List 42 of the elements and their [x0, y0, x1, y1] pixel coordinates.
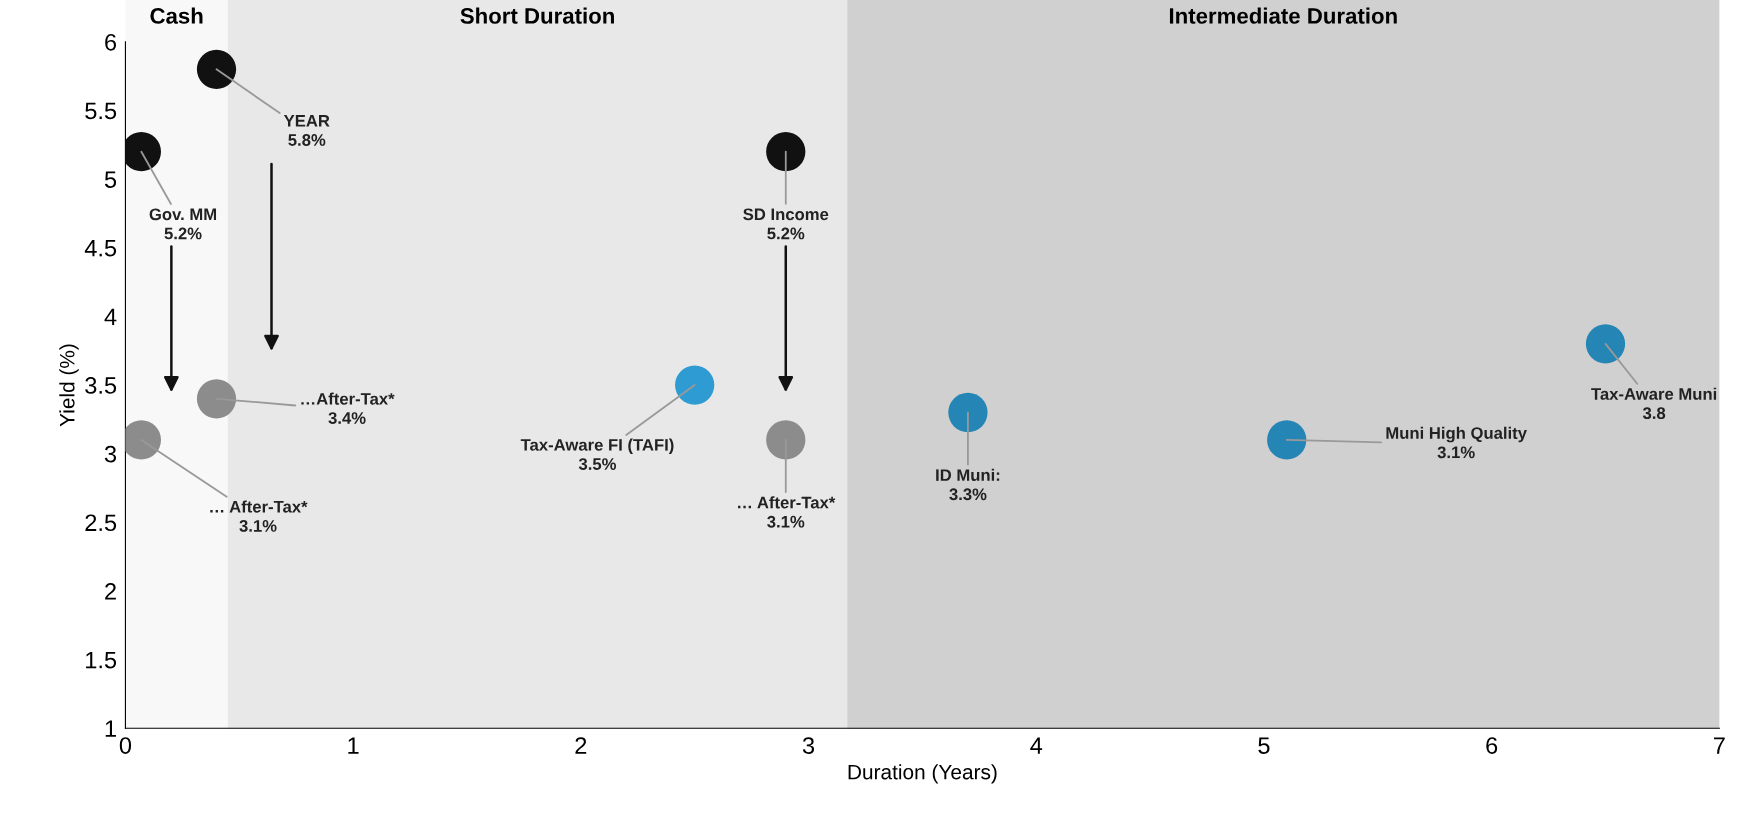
- x-tick-label: 1: [348, 737, 359, 754]
- annotation: … After-Tax* 3.1%: [738, 496, 836, 528]
- y-tick-label: 3: [104, 445, 117, 463]
- y-tick-label: 5.5: [85, 102, 117, 120]
- point: [675, 365, 715, 405]
- point: [766, 420, 806, 460]
- annotation: ID Muni: 3.3%: [936, 468, 1000, 501]
- annotation: SD Income 5.2%: [743, 208, 829, 240]
- y-tick-label: 1.5: [86, 651, 117, 669]
- y-tick-label: 5: [104, 171, 117, 188]
- band-label: Cash: [150, 7, 203, 24]
- x-tick-label: 4: [1030, 737, 1043, 754]
- point: [766, 132, 806, 172]
- annotation: YEAR 5.8%: [283, 115, 330, 146]
- band-label: Short Duration: [460, 7, 614, 24]
- annotation: … After-Tax* 3.1%: [210, 500, 308, 532]
- band-label: Intermediate Duration: [1169, 7, 1397, 24]
- y-tick-label: 3.5: [85, 377, 117, 394]
- point: [1267, 420, 1307, 460]
- x-tick-label: 2: [575, 737, 587, 754]
- annotation: Muni High Quality 3.1%: [1386, 426, 1527, 459]
- y-tick-label: 2.5: [85, 514, 117, 532]
- x-tick-label: 0: [119, 737, 132, 754]
- x-tick-label: 7: [1714, 737, 1725, 754]
- x-axis-title: Duration (Years): [848, 764, 997, 784]
- annotation: …After-Tax* 3.4%: [301, 392, 395, 424]
- y-tick-label: 1: [105, 720, 116, 737]
- point: [1585, 324, 1626, 364]
- y-tick-label: 4: [104, 308, 117, 325]
- x-tick-label: 6: [1486, 737, 1498, 754]
- y-tick-label: 6: [105, 33, 117, 51]
- point: [948, 392, 988, 433]
- annotation: Gov. MM 5.2%: [149, 208, 217, 240]
- y-tick-label: 4.5: [84, 240, 117, 257]
- x-tick-label: 3: [802, 737, 815, 754]
- annotation: Tax-Aware Muni 3.8: [1591, 387, 1717, 420]
- point: [196, 379, 237, 419]
- y-tick-label: 2: [105, 583, 116, 600]
- annotation: Tax-Aware FI (TAFI) 3.5%: [520, 438, 674, 470]
- point: [196, 49, 237, 89]
- x-tick-label: 5: [1258, 737, 1270, 754]
- y-axis-title: Yield (%): [59, 344, 79, 427]
